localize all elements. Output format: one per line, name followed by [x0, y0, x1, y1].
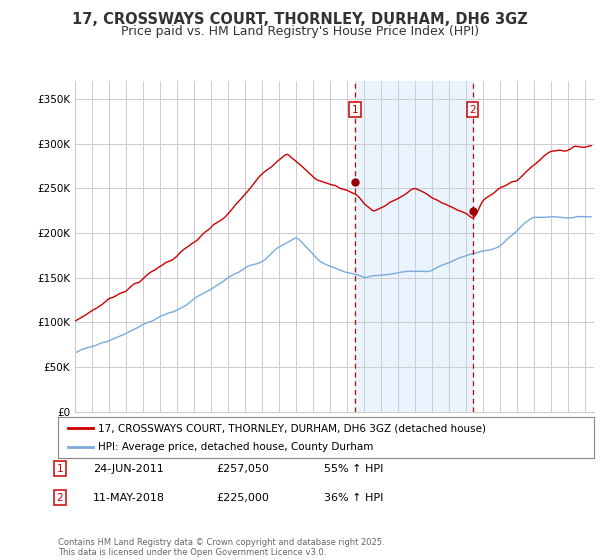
Text: £257,050: £257,050: [216, 464, 269, 474]
Text: 11-MAY-2018: 11-MAY-2018: [93, 493, 165, 503]
Text: 1: 1: [56, 464, 64, 474]
Text: 2: 2: [56, 493, 64, 503]
Text: 36% ↑ HPI: 36% ↑ HPI: [324, 493, 383, 503]
Text: HPI: Average price, detached house, County Durham: HPI: Average price, detached house, Coun…: [98, 442, 374, 451]
Text: £225,000: £225,000: [216, 493, 269, 503]
Text: 17, CROSSWAYS COURT, THORNLEY, DURHAM, DH6 3GZ (detached house): 17, CROSSWAYS COURT, THORNLEY, DURHAM, D…: [98, 423, 487, 433]
Text: Price paid vs. HM Land Registry's House Price Index (HPI): Price paid vs. HM Land Registry's House …: [121, 25, 479, 38]
Text: 24-JUN-2011: 24-JUN-2011: [93, 464, 164, 474]
Bar: [355, 81, 473, 412]
Text: 2: 2: [469, 105, 476, 115]
Text: 17, CROSSWAYS COURT, THORNLEY, DURHAM, DH6 3GZ: 17, CROSSWAYS COURT, THORNLEY, DURHAM, D…: [72, 12, 528, 27]
Text: 55% ↑ HPI: 55% ↑ HPI: [324, 464, 383, 474]
Text: 1: 1: [352, 105, 359, 115]
Text: Contains HM Land Registry data © Crown copyright and database right 2025.
This d: Contains HM Land Registry data © Crown c…: [58, 538, 385, 557]
